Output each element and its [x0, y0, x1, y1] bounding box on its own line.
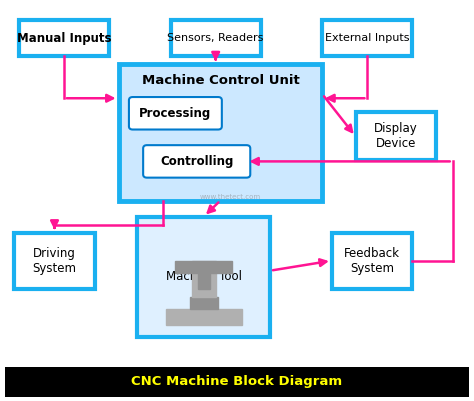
FancyBboxPatch shape [143, 145, 250, 178]
Text: External Inputs: External Inputs [325, 33, 410, 43]
Text: Machine Tool: Machine Tool [166, 270, 242, 283]
Text: CNC Machine Block Diagram: CNC Machine Block Diagram [131, 375, 343, 389]
Text: Processing: Processing [139, 107, 211, 120]
FancyBboxPatch shape [19, 20, 109, 56]
Text: Controlling: Controlling [160, 155, 233, 168]
Text: Feedback
System: Feedback System [344, 247, 400, 275]
Text: Display
Device: Display Device [374, 122, 418, 150]
FancyBboxPatch shape [137, 217, 270, 337]
Bar [198, 273, 210, 289]
Bar [175, 261, 232, 273]
FancyBboxPatch shape [118, 64, 322, 200]
Bar [192, 261, 216, 297]
FancyBboxPatch shape [322, 20, 412, 56]
Text: Sensors, Readers: Sensors, Readers [167, 33, 264, 43]
Text: Machine Control Unit: Machine Control Unit [142, 74, 299, 87]
Bar [166, 309, 242, 325]
FancyBboxPatch shape [332, 233, 412, 289]
Text: Driving
System: Driving System [33, 247, 76, 275]
FancyBboxPatch shape [129, 97, 222, 130]
Text: Manual Inputs: Manual Inputs [17, 32, 111, 45]
FancyBboxPatch shape [171, 20, 261, 56]
FancyBboxPatch shape [14, 233, 95, 289]
Text: www.thetect.com: www.thetect.com [200, 194, 260, 200]
Bar [190, 297, 218, 309]
FancyBboxPatch shape [356, 112, 436, 160]
FancyBboxPatch shape [5, 367, 469, 397]
